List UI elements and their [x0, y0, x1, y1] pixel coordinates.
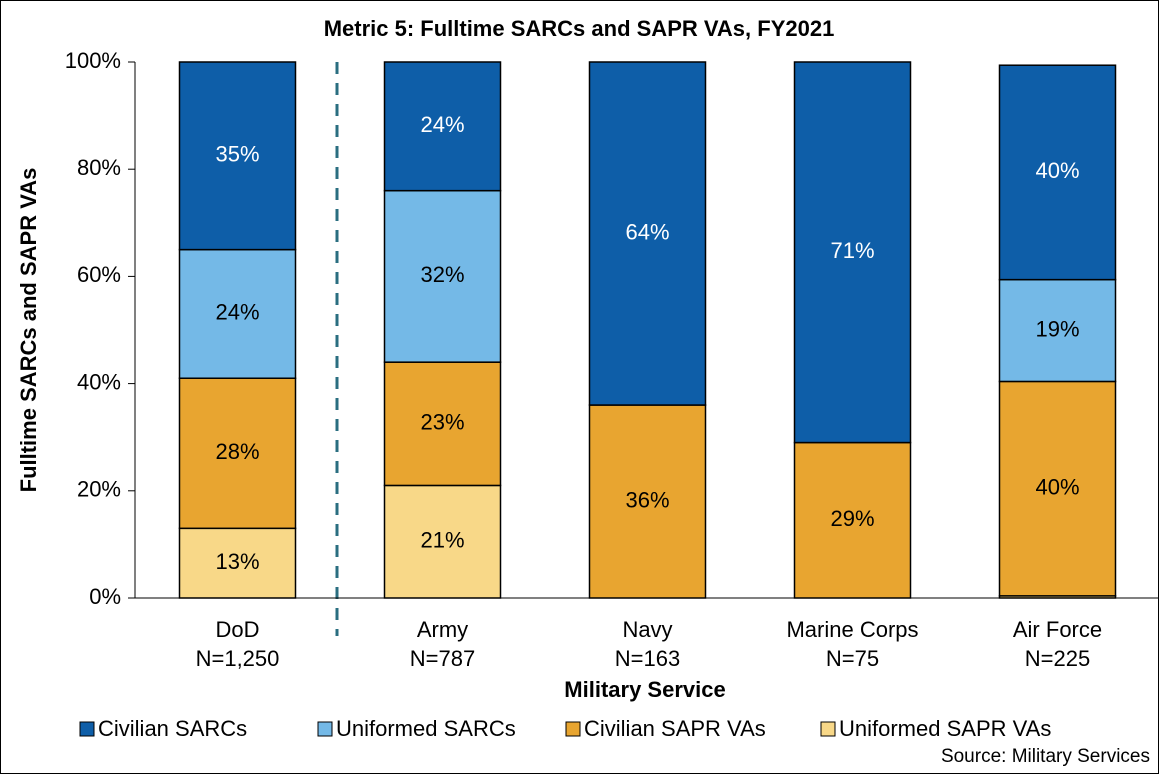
data-label: 23% — [420, 410, 464, 435]
bar-segment — [178, 377, 297, 530]
data-label: 29% — [830, 506, 874, 531]
y-tick-label: 0% — [89, 584, 121, 609]
bar-segment — [383, 484, 502, 599]
bar-segment — [178, 248, 297, 379]
chart-title: Metric 5: Fulltime SARCs and SAPR VAs, F… — [324, 16, 835, 41]
y-tick-label: 40% — [77, 369, 121, 394]
bar-segment — [383, 361, 502, 487]
legend-swatch — [820, 721, 836, 737]
x-tick-label: Navy — [622, 617, 672, 642]
x-axis-label: Military Service — [564, 677, 725, 702]
x-tick-label: Marine Corps — [786, 617, 918, 642]
legend-swatch — [565, 721, 581, 737]
bar-segment — [178, 61, 297, 251]
data-label: 28% — [215, 439, 259, 464]
x-tick-label: DoD — [215, 617, 259, 642]
legend-label: Civilian SARCs — [98, 716, 247, 741]
x-tick-label: N=225 — [1025, 646, 1090, 671]
bar-segment — [178, 527, 297, 599]
bar-segment — [383, 189, 502, 363]
x-tick-label: N=75 — [826, 646, 879, 671]
bar-segment — [793, 441, 912, 599]
legend-label: Civilian SAPR VAs — [584, 716, 766, 741]
data-label: 40% — [1035, 158, 1079, 183]
data-label: 13% — [215, 549, 259, 574]
bar-segment — [998, 380, 1117, 597]
x-tick-label: N=787 — [410, 646, 475, 671]
y-tick-label: 100% — [65, 48, 121, 73]
y-tick-label: 20% — [77, 477, 121, 502]
data-label: 19% — [1035, 316, 1079, 341]
y-tick-label: 80% — [77, 155, 121, 180]
legend-swatch — [79, 721, 95, 737]
bar-segment — [793, 61, 912, 444]
bar-segment — [998, 64, 1117, 281]
bar-segment — [383, 61, 502, 192]
bar-segment — [588, 61, 707, 406]
legend-swatch — [317, 721, 333, 737]
data-label: 32% — [420, 262, 464, 287]
x-tick-label: N=1,250 — [196, 646, 280, 671]
x-tick-label: Air Force — [1013, 617, 1102, 642]
y-axis-label: Fulltime SARCs and SAPR VAs — [16, 168, 41, 493]
data-label: 64% — [625, 219, 669, 244]
source: Source: Military Services — [941, 746, 1150, 767]
y-tick-label: 60% — [77, 262, 121, 287]
data-label: 21% — [420, 528, 464, 553]
data-label: 24% — [215, 300, 259, 325]
data-label: 24% — [420, 112, 464, 137]
data-label: 40% — [1035, 474, 1079, 499]
data-label: 35% — [215, 142, 259, 167]
legend-label: Uniformed SAPR VAs — [839, 716, 1051, 741]
legend-label: Uniformed SARCs — [336, 716, 516, 741]
x-tick-label: N=163 — [615, 646, 680, 671]
data-label: 36% — [625, 487, 669, 512]
x-tick-label: Army — [417, 617, 468, 642]
data-label: 71% — [830, 238, 874, 263]
